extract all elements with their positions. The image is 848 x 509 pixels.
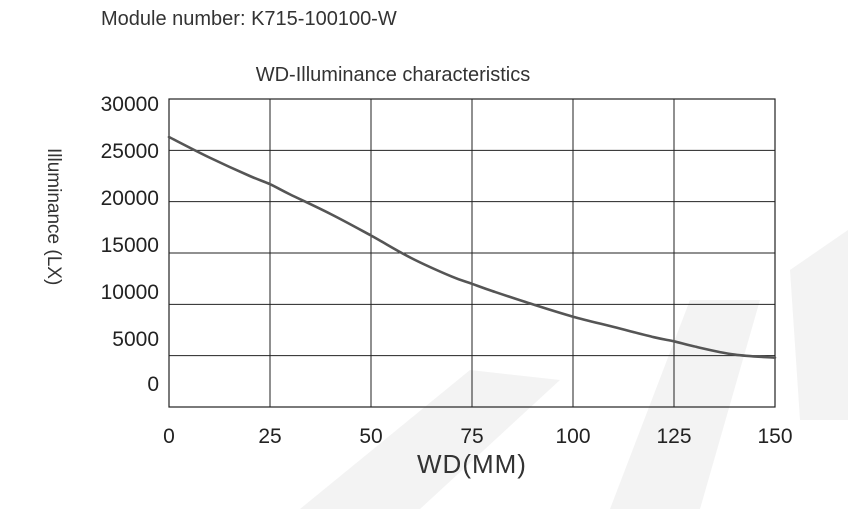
tick-labels: 0 25 50 75 100 125 150 30000 25000 20000 15000 1000…	[101, 93, 793, 448]
y-tick-label: 0	[147, 373, 159, 396]
y-tick-label: 20000	[101, 187, 159, 210]
watermark-stroke-3	[790, 230, 848, 420]
watermark-stroke-1	[300, 370, 560, 509]
x-tick-label: 100	[555, 425, 590, 448]
y-axis-title: Illuminance (LX)	[43, 148, 64, 286]
y-tick-label: 30000	[101, 93, 159, 116]
x-tick-label: 75	[460, 425, 483, 448]
x-axis-title: WD(MM)	[417, 449, 527, 479]
y-tick-label: 10000	[101, 281, 159, 304]
x-tick-label: 150	[757, 425, 792, 448]
y-tick-label: 15000	[101, 234, 159, 257]
x-tick-label: 0	[163, 425, 175, 448]
x-tick-label: 50	[359, 425, 382, 448]
chart-title: WD-Illuminance characteristics	[255, 64, 531, 86]
module-number-label: Module number: K715-100100-W	[101, 8, 397, 30]
grid	[168, 98, 776, 408]
x-tick-label: 125	[656, 425, 691, 448]
x-tick-label: 25	[258, 425, 281, 448]
y-tick-label: 25000	[101, 140, 159, 163]
y-tick-label: 5000	[112, 328, 159, 351]
series	[167, 135, 777, 359]
series-line-illuminance	[167, 135, 777, 359]
